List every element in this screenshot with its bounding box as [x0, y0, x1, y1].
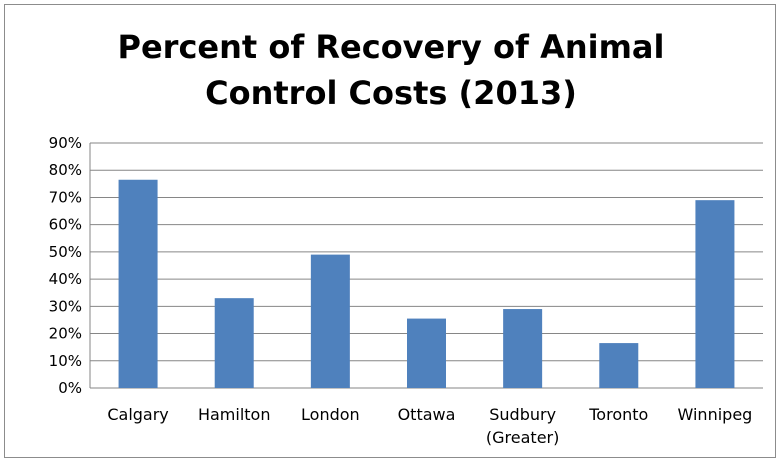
x-category-label: (Greater) [486, 428, 559, 447]
bar [310, 254, 350, 388]
y-tick-label: 10% [49, 352, 82, 370]
y-tick-label: 90% [49, 134, 82, 152]
x-category-label: Ottawa [398, 405, 456, 424]
y-tick-label: 80% [49, 161, 82, 179]
y-tick-label: 70% [49, 188, 82, 206]
y-tick-label: 30% [49, 297, 82, 315]
x-category-label: Sudbury [489, 405, 556, 424]
y-tick-label: 0% [58, 379, 82, 397]
y-tick-label: 20% [49, 325, 82, 343]
x-category-label: Hamilton [198, 405, 271, 424]
x-category-label: Calgary [107, 405, 168, 424]
chart-title-line-1: Percent of Recovery of Animal [117, 28, 665, 66]
chart-title-line-2: Control Costs (2013) [205, 74, 577, 112]
y-tick-label: 40% [49, 270, 82, 288]
y-tick-label: 60% [49, 216, 82, 234]
x-category-label: Winnipeg [678, 405, 753, 424]
chart-title: Percent of Recovery of Animal Control Co… [0, 24, 782, 116]
x-category-label: London [301, 405, 360, 424]
bar [407, 318, 446, 388]
y-tick-label: 50% [49, 243, 82, 261]
bar [118, 179, 158, 388]
bar [503, 309, 543, 388]
bar [214, 298, 254, 388]
x-category-label: Toronto [588, 405, 648, 424]
bar [695, 200, 735, 388]
bar [599, 343, 639, 388]
